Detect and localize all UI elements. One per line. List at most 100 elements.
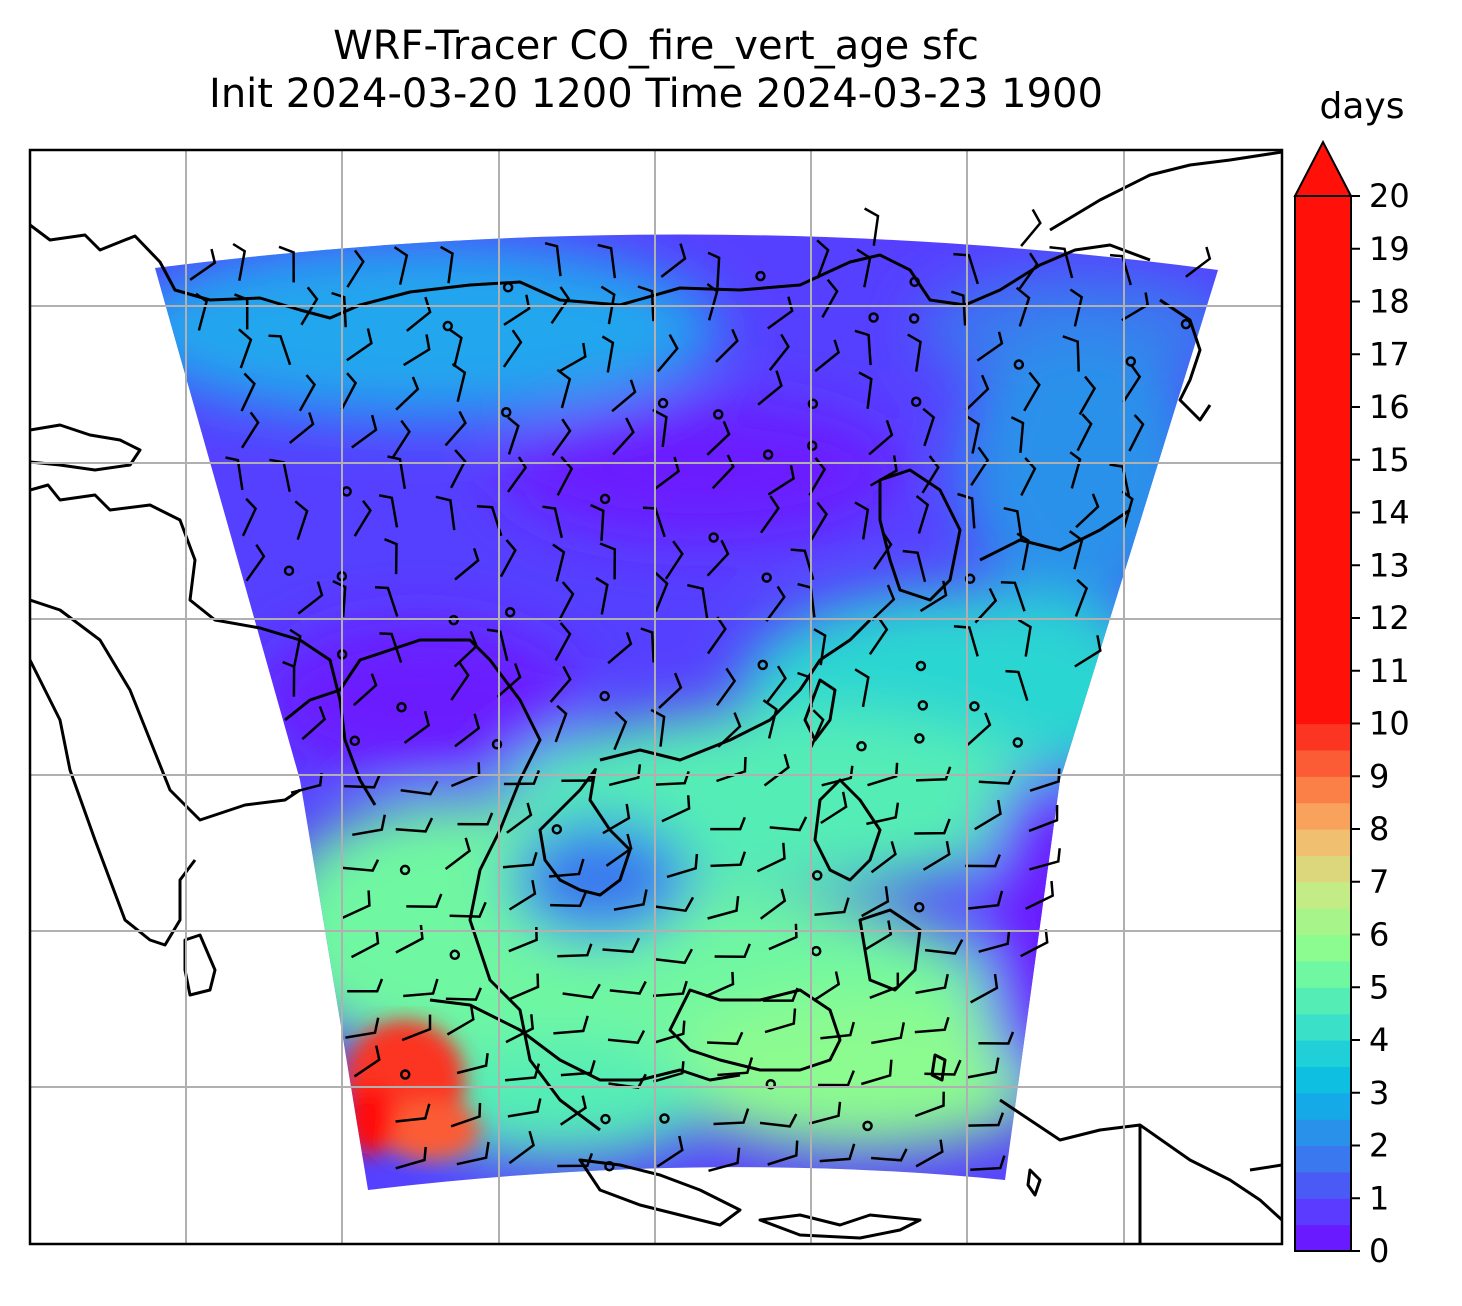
wind-barb <box>759 888 787 920</box>
colorbar-unit-label: days <box>1320 86 1405 127</box>
wind-barb <box>1020 457 1037 496</box>
colorbar-band <box>1295 433 1351 461</box>
wind-barb <box>637 285 655 322</box>
wind-barb <box>435 495 456 531</box>
gridlines <box>30 150 1282 1244</box>
wind-barb <box>814 339 841 373</box>
wind-barb <box>821 278 839 319</box>
wind-barb <box>347 978 384 993</box>
wind-barb <box>278 245 295 283</box>
calm-wind-marker <box>399 864 411 876</box>
wind-barb <box>915 1139 944 1168</box>
wind-barb <box>921 455 940 494</box>
wind-barb <box>297 581 324 615</box>
wind-barb <box>406 893 443 908</box>
calm-wind-marker <box>283 565 295 576</box>
colorbar-band <box>1295 1224 1351 1252</box>
wind-barb <box>809 1101 842 1125</box>
wind-barb <box>970 446 990 486</box>
colorbar-band <box>1295 1040 1351 1067</box>
wind-barb <box>403 710 431 744</box>
wind-barb <box>976 331 1004 362</box>
wind-barb <box>767 1140 799 1166</box>
colorbar-band <box>1295 829 1351 856</box>
wind-barbs <box>189 207 1212 1173</box>
calm-wind-marker <box>442 320 454 332</box>
calm-wind-marker <box>914 901 925 913</box>
calm-wind-marker <box>659 1113 670 1124</box>
wind-barb <box>542 505 564 539</box>
colorbar-tick-label: 8 <box>1369 810 1389 848</box>
wind-barb <box>871 1148 908 1162</box>
wind-barb <box>342 859 380 872</box>
wind-barb <box>400 780 439 796</box>
wind-barb <box>924 1059 962 1076</box>
wind-barb <box>556 455 574 496</box>
colorbar-tick-label: 6 <box>1369 916 1389 954</box>
wind-barb <box>653 456 680 491</box>
wind-barb <box>406 296 432 332</box>
colorbar-tick-label: 11 <box>1369 652 1410 690</box>
wind-barb <box>1003 506 1023 542</box>
wind-barb <box>866 802 900 826</box>
calm-wind-marker <box>657 397 669 409</box>
wind-barb <box>765 585 786 622</box>
wind-barb <box>922 840 951 871</box>
wind-barb <box>810 709 825 748</box>
colorbar-band <box>1295 354 1351 382</box>
wind-barb <box>599 542 617 580</box>
wind-barb <box>713 1108 750 1126</box>
wind-barb <box>486 628 509 662</box>
wind-barb <box>658 672 683 710</box>
wind-barb <box>499 539 517 578</box>
wind-barb <box>869 972 900 999</box>
wind-barb <box>864 920 893 951</box>
wind-barb <box>965 854 1001 868</box>
calm-wind-marker <box>1180 318 1192 330</box>
wind-barb <box>654 571 669 612</box>
wind-barb <box>974 799 1002 831</box>
wind-barb <box>1025 880 1055 910</box>
wind-barb <box>353 500 372 537</box>
wind-barb <box>345 1017 380 1039</box>
wind-barb <box>560 1060 596 1077</box>
wind-barb <box>708 1147 741 1173</box>
wind-barb <box>351 414 378 449</box>
wind-barb <box>607 1030 646 1045</box>
wind-barb <box>508 1130 535 1165</box>
wind-barb <box>510 973 540 1000</box>
calm-wind-marker <box>396 701 407 713</box>
calm-wind-marker <box>708 532 719 543</box>
wind-barb <box>234 293 249 330</box>
wind-barb <box>763 753 790 787</box>
wind-barb <box>868 419 894 456</box>
wind-barb <box>439 245 454 284</box>
wind-barb <box>653 1061 685 1083</box>
wind-barb <box>1069 451 1082 489</box>
colorbar-band <box>1295 591 1351 619</box>
wind-barb <box>550 286 571 325</box>
wind-barb <box>393 246 409 285</box>
wind-barb <box>710 851 747 868</box>
wind-barb <box>808 457 827 496</box>
wind-barb <box>1109 253 1132 286</box>
wind-barb <box>1074 635 1102 668</box>
calm-wind-marker <box>917 700 929 711</box>
wind-barb <box>379 632 403 663</box>
wind-barb <box>757 370 783 406</box>
wind-barb <box>706 616 727 655</box>
wind-barb <box>1020 208 1042 247</box>
wind-barb <box>602 803 631 835</box>
wind-barb <box>1075 493 1100 529</box>
wind-barb <box>1121 490 1134 529</box>
colorbar-tick-label: 16 <box>1369 388 1410 426</box>
colorbar-band <box>1295 222 1351 250</box>
wind-barb <box>821 765 854 787</box>
wind-barb <box>715 328 739 363</box>
wind-barb <box>756 842 786 873</box>
wind-barb <box>597 243 617 279</box>
wind-barb <box>506 802 533 834</box>
wind-barb <box>924 939 964 955</box>
wind-barb <box>241 497 258 537</box>
